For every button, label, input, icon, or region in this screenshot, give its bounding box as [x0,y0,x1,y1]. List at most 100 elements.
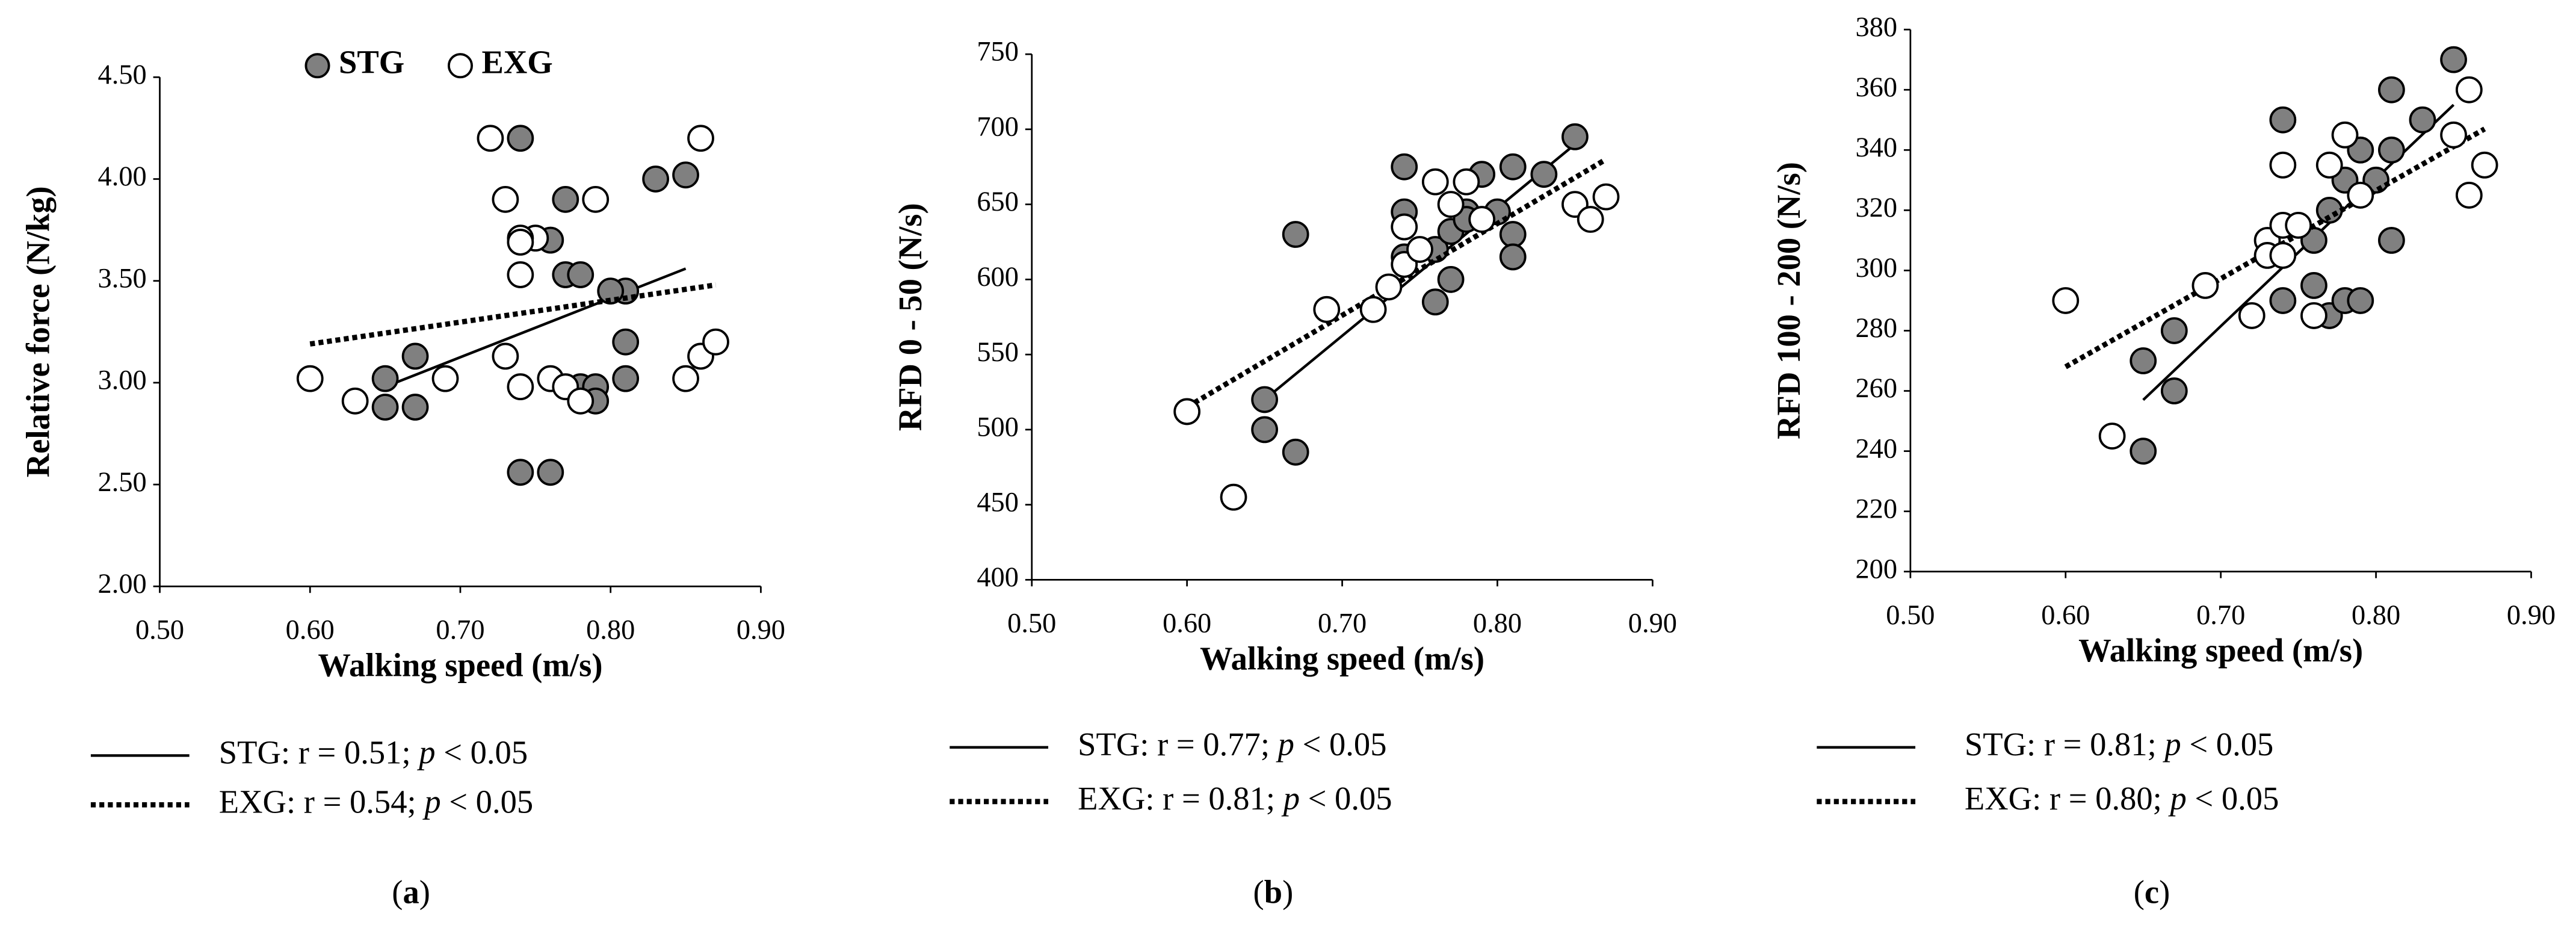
point [371,365,399,392]
point [492,185,519,213]
stat-text: < 0.05 [441,783,534,820]
trend-line [2142,104,2455,401]
point [507,229,534,256]
subplot-label-part: a [403,873,419,910]
point [2269,287,2297,314]
point [537,459,564,486]
point [2191,272,2219,299]
point [2098,422,2126,450]
stat-text: : r = 0.81; [2027,725,2164,762]
series-name: EXG [219,783,286,820]
subplot-label-part: c [2145,873,2159,910]
x-tick-label: 0.60 [286,614,335,645]
series-name: STG [1965,725,2027,762]
point [2347,287,2374,314]
y-tick-label: 220 [1855,493,1897,524]
legend-marker [304,53,330,79]
point [1391,153,1418,181]
stat-text: p [2167,779,2186,816]
point [2160,377,2188,404]
subplot-label: (b) [1253,873,1294,910]
point [1251,386,1278,413]
point [1313,295,1341,323]
y-tick-label: 550 [977,337,1019,368]
point [2130,347,2157,374]
point [1251,416,1278,444]
subplot-label-part: ( [392,873,403,910]
point [1499,221,1527,248]
point [507,459,534,486]
trend-legend-label: STG: r = 0.51; p < 0.05 [219,734,528,770]
point [1282,438,1309,466]
x-axis-title: Walking speed (m/s) [2078,632,2363,669]
point [2455,76,2483,104]
point [612,365,640,392]
y-tick-label: 320 [1855,193,1897,223]
y-tick-label: 400 [977,562,1019,593]
point [1499,243,1527,271]
series-name: STG [219,734,281,770]
series-name: EXG [1965,779,2032,816]
subplot-label-part: ( [1253,873,1264,910]
point [2052,287,2080,314]
stat-text: < 0.05 [2181,725,2274,762]
stat-text: : r = 0.81; [1145,779,1283,816]
point [1437,265,1465,293]
point [2378,76,2405,104]
point [567,387,595,415]
y-tick-label: 200 [1855,554,1897,584]
stat-text: : r = 0.80; [2032,779,2170,816]
y-tick-label: 360 [1855,72,1897,103]
point [1530,161,1558,188]
x-tick-label: 0.70 [2196,600,2245,631]
x-tick-label: 0.80 [1473,608,1522,639]
x-tick-label: 0.90 [737,614,785,645]
point [2440,121,2467,149]
point [552,185,579,213]
y-tick-label: 280 [1855,313,1897,344]
point [1359,295,1387,323]
point [1561,123,1589,150]
y-tick-label: 750 [977,37,1019,67]
x-tick-label: 0.50 [135,614,184,645]
point [1577,206,1604,233]
point [582,185,610,213]
point [567,261,595,288]
y-tick-label: 3.00 [98,365,147,396]
point [1173,398,1201,425]
point [507,261,534,288]
subplot-label-part: ) [419,873,430,910]
point [2440,46,2467,73]
point [371,394,399,421]
stat-text: < 0.05 [1300,779,1392,816]
x-tick-label: 0.50 [1007,608,1056,639]
point [672,365,699,392]
point [1391,213,1418,241]
stat-text: < 0.05 [436,734,528,770]
point [1406,236,1433,263]
legend-label: EXG [481,44,552,81]
x-tick-label: 0.80 [586,614,635,645]
y-tick-label: 600 [977,262,1019,292]
point [2300,302,2327,329]
stat-text: p [422,783,440,820]
trend-legend-label: STG: r = 0.81; p < 0.05 [1965,725,2273,762]
x-tick-label: 0.60 [2041,600,2090,631]
point [431,365,459,392]
stat-text: < 0.05 [2187,779,2279,816]
point [507,125,534,152]
point [1421,288,1449,316]
stat-text: : r = 0.51; [281,734,419,770]
point [2285,211,2312,239]
y-tick-label: 340 [1855,132,1897,163]
subplot-label-part: ) [2159,873,2170,910]
trend-line [309,282,717,347]
x-axis-title: Walking speed (m/s) [1200,640,1484,676]
point [2378,226,2405,254]
point [2347,181,2374,209]
point [642,165,669,193]
point [1437,191,1465,218]
point [2455,181,2483,209]
series-name: STG [1078,725,1140,762]
